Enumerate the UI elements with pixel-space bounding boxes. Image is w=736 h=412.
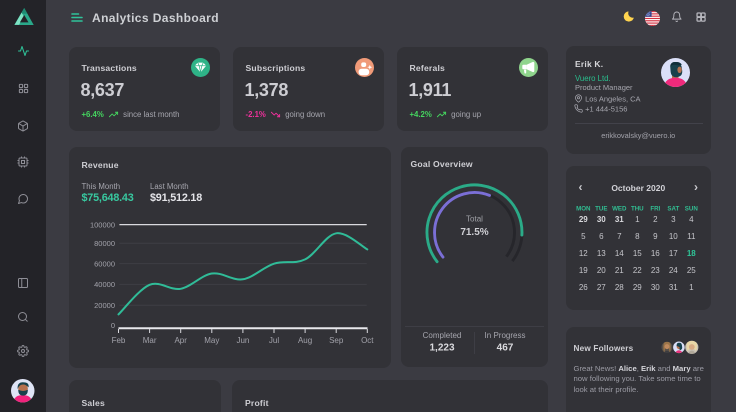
svg-text:12: 12 (578, 249, 587, 258)
svg-text:SUN: SUN (684, 206, 698, 213)
svg-text:17: 17 (668, 249, 677, 258)
svg-text:0: 0 (110, 321, 114, 330)
svg-text:Total: Total (466, 214, 483, 223)
svg-text:20000: 20000 (94, 301, 115, 310)
svg-text:MON: MON (576, 206, 591, 213)
svg-text:Mar: Mar (142, 336, 156, 345)
svg-text:8: 8 (635, 232, 640, 241)
svg-text:WED: WED (612, 206, 627, 213)
svg-text:1: 1 (635, 215, 640, 224)
svg-text:Apr: Apr (174, 336, 187, 345)
svg-text:60000: 60000 (94, 259, 115, 268)
svg-text:In Progress: In Progress (484, 330, 525, 339)
svg-text:27: 27 (596, 283, 605, 292)
svg-text:10: 10 (668, 232, 677, 241)
svg-text:31: 31 (614, 215, 623, 224)
svg-text:467: 467 (496, 342, 513, 353)
svg-text:22: 22 (632, 266, 641, 275)
svg-text:13: 13 (596, 249, 605, 258)
svg-text:11: 11 (687, 232, 696, 241)
svg-text:Jul: Jul (268, 336, 278, 345)
svg-text:May: May (204, 336, 219, 345)
svg-text:19: 19 (578, 266, 587, 275)
svg-text:Sep: Sep (329, 336, 344, 345)
svg-text:31: 31 (668, 283, 677, 292)
svg-text:16: 16 (650, 249, 659, 258)
svg-text:26: 26 (578, 283, 587, 292)
svg-text:TUE: TUE (595, 206, 607, 213)
svg-text:THU: THU (630, 206, 643, 213)
svg-text:100000: 100000 (89, 220, 114, 229)
svg-text:SAT: SAT (667, 206, 679, 213)
svg-text:23: 23 (650, 266, 659, 275)
svg-text:1,223: 1,223 (429, 342, 454, 353)
svg-text:Aug: Aug (297, 336, 311, 345)
svg-text:20: 20 (596, 266, 605, 275)
svg-text:5: 5 (581, 232, 586, 241)
svg-text:Completed: Completed (422, 330, 461, 339)
svg-text:9: 9 (653, 232, 658, 241)
svg-text:7: 7 (617, 232, 622, 241)
svg-text:14: 14 (614, 249, 623, 258)
svg-text:21: 21 (614, 266, 623, 275)
svg-text:24: 24 (668, 266, 677, 275)
svg-text:3: 3 (671, 215, 676, 224)
svg-text:FRI: FRI (650, 206, 660, 213)
svg-text:29: 29 (632, 283, 641, 292)
svg-text:15: 15 (632, 249, 641, 258)
svg-text:18: 18 (686, 249, 695, 258)
svg-text:29: 29 (578, 215, 587, 224)
svg-text:6: 6 (599, 232, 604, 241)
svg-text:Jun: Jun (236, 336, 249, 345)
svg-text:30: 30 (650, 283, 659, 292)
svg-text:40000: 40000 (94, 280, 115, 289)
svg-text:30: 30 (596, 215, 605, 224)
svg-text:71.5%: 71.5% (460, 227, 488, 238)
svg-text:Oct: Oct (361, 336, 374, 345)
svg-text:4: 4 (689, 215, 694, 224)
svg-text:Feb: Feb (111, 336, 125, 345)
svg-text:2: 2 (653, 215, 658, 224)
svg-text:80000: 80000 (94, 239, 115, 248)
svg-text:1: 1 (689, 283, 694, 292)
svg-text:25: 25 (686, 266, 695, 275)
svg-text:28: 28 (614, 283, 623, 292)
